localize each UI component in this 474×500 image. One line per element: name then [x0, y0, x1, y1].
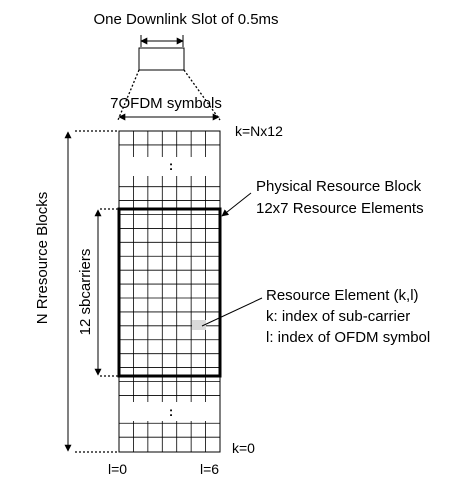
- slot-expand-line-left: [117, 69, 140, 121]
- resource-element-highlight: [192, 320, 206, 330]
- l-end-label: l=6: [200, 461, 219, 477]
- re-label-line2: k: index of sub-carrier: [266, 308, 410, 325]
- slot-label: One Downlink Slot of 0.5ms: [93, 11, 278, 28]
- re-label-line1: Resource Element (k,l): [266, 287, 419, 304]
- prb-label-line2: 12x7 Resource Elements: [256, 200, 424, 217]
- n-resource-blocks-label: N Rresource Blocks: [34, 192, 51, 325]
- top-index-label: k=Nx12: [235, 123, 283, 139]
- prb-pointer-arrow: [221, 192, 252, 217]
- re-label-line3: l: index of OFDM symbol: [266, 329, 430, 346]
- l-start-label: l=0: [108, 461, 127, 477]
- upper-ellipsis: :: [169, 158, 173, 173]
- slot-box: [138, 47, 185, 71]
- symbols-label: 7OFDM symbols: [110, 95, 222, 112]
- re-pointer-line: [201, 297, 263, 327]
- prb-label-line1: Physical Resource Block: [256, 178, 422, 195]
- subcarriers-label: 12 sbcarriers: [77, 249, 94, 336]
- bottom-index-label: k=0: [232, 440, 255, 456]
- lower-ellipsis: :: [169, 404, 173, 419]
- physical-resource-block: [117, 207, 222, 378]
